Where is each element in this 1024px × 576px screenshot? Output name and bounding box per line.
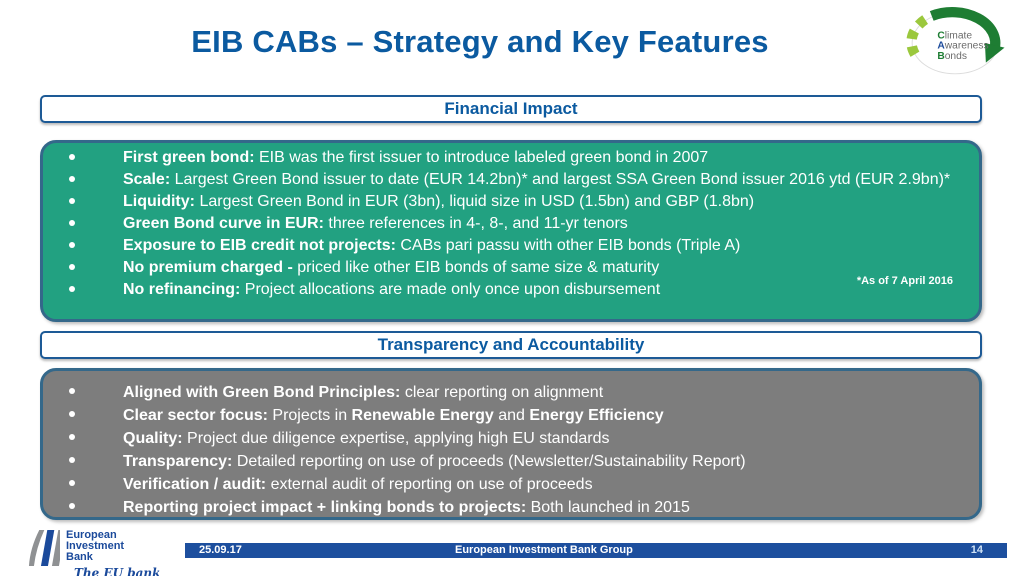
climate-awareness-bonds-logo: Climate Awareness Bonds <box>900 3 1012 83</box>
section-header-transparency: Transparency and Accountability <box>40 331 982 359</box>
eib-logo-line3: Bank <box>66 551 93 563</box>
eib-bars-icon <box>28 530 60 566</box>
transparency-panel: Aligned with Green Bond Principles: clea… <box>40 368 982 520</box>
bullet-item: Liquidity: Largest Green Bond in EUR (3b… <box>43 191 953 213</box>
bullet-item: First green bond: EIB was the first issu… <box>43 147 953 169</box>
bullet-item: Reporting project impact + linking bonds… <box>43 496 953 519</box>
bullet-item: Clear sector focus: Projects in Renewabl… <box>43 404 953 427</box>
page-title: EIB CABs – Strategy and Key Features <box>191 24 769 59</box>
bullet-item: Quality: Project due diligence expertise… <box>43 427 953 450</box>
eib-logo-text: European Investment Bank <box>66 526 160 563</box>
bullet-item: Aligned with Green Bond Principles: clea… <box>43 381 953 404</box>
bullet-item: No premium charged - priced like other E… <box>43 257 953 279</box>
footer-group-title: European Investment Bank Group <box>455 544 633 556</box>
footer-bar: 25.09.17 European Investment Bank Group … <box>185 543 1007 558</box>
circular-arrow-icon: Climate Awareness Bonds <box>906 7 1005 75</box>
section-header-label: Transparency and Accountability <box>377 335 645 354</box>
bullet-item: Transparency: Detailed reporting on use … <box>43 450 953 473</box>
bullet-item: Verification / audit: external audit of … <box>43 473 953 496</box>
eib-logo-line1: European <box>66 529 117 541</box>
section-header-label: Financial Impact <box>444 99 578 118</box>
eib-logo: European Investment Bank The EU bank <box>26 526 160 576</box>
footer-date: 25.09.17 <box>199 544 242 556</box>
footer-page-number: 14 <box>970 544 983 556</box>
bullet-item: Exposure to EIB credit not projects: CAB… <box>43 235 953 257</box>
footnote-as-of-date: *As of 7 April 2016 <box>856 275 953 287</box>
section-header-financial-impact: Financial Impact <box>40 95 982 123</box>
eib-logo-line2: Investment <box>66 540 125 552</box>
bullet-item: No refinancing: Project allocations are … <box>43 279 953 301</box>
financial-impact-panel: First green bond: EIB was the first issu… <box>40 140 982 322</box>
bullet-item: Green Bond curve in EUR: three reference… <box>43 213 953 235</box>
svg-text:Climate Awareness: Climate Awareness Bonds <box>937 30 991 62</box>
eib-tagline: The EU bank <box>74 566 161 576</box>
financial-impact-bullet-list: First green bond: EIB was the first issu… <box>43 143 979 301</box>
transparency-bullet-list: Aligned with Green Bond Principles: clea… <box>43 371 979 519</box>
bullet-item: Scale: Largest Green Bond issuer to date… <box>43 169 953 191</box>
